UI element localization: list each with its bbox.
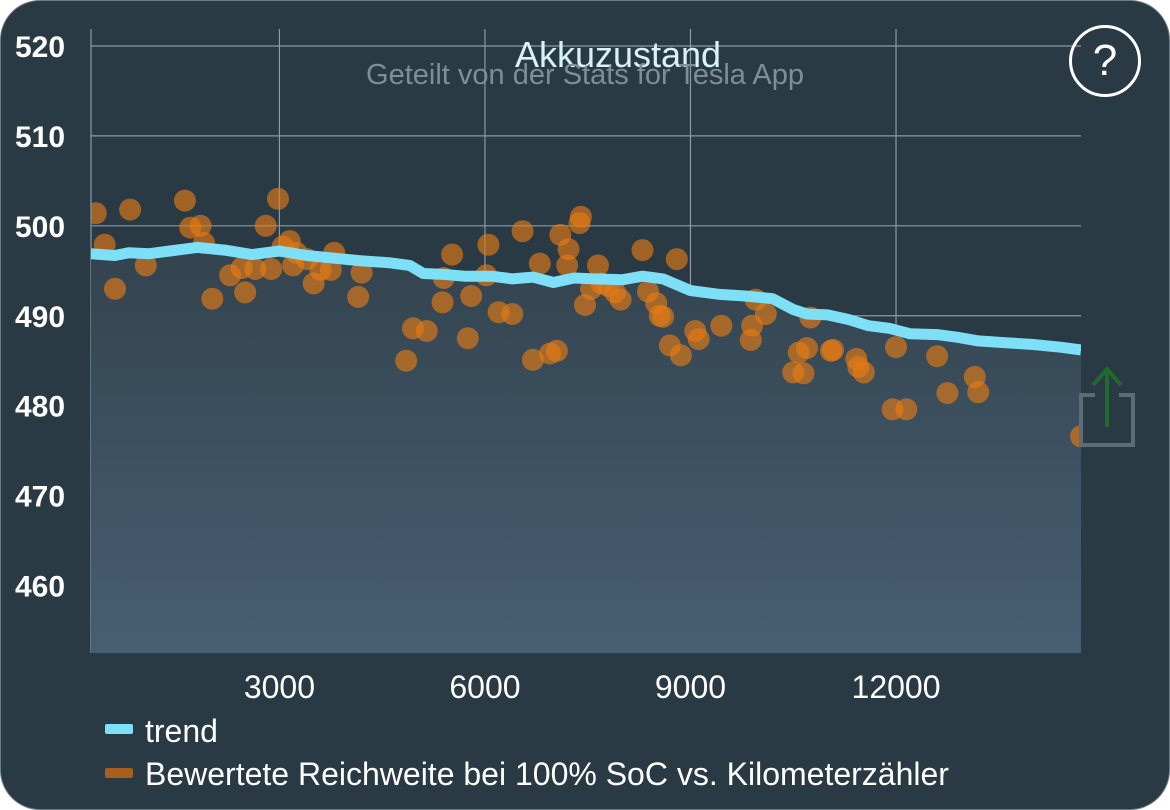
legend-swatch-points <box>105 768 133 778</box>
data-point <box>319 258 342 281</box>
data-point <box>350 261 373 284</box>
data-point <box>895 398 918 421</box>
share-icon <box>1079 365 1135 447</box>
data-point <box>852 361 875 384</box>
data-point <box>557 238 580 261</box>
data-point <box>796 337 818 360</box>
x-tick-label: 9000 <box>655 669 726 705</box>
y-tick-label: 480 <box>15 391 65 424</box>
data-point <box>477 233 500 256</box>
data-point <box>456 327 479 350</box>
data-point <box>244 258 267 280</box>
data-point <box>754 303 777 325</box>
data-point <box>201 287 224 310</box>
y-tick-label: 520 <box>15 31 65 64</box>
data-point <box>545 339 568 362</box>
data-point <box>521 348 544 371</box>
y-tick-label: 460 <box>15 571 65 604</box>
data-point <box>822 338 844 361</box>
chart-title: Akkuzustand <box>515 34 721 75</box>
help-button[interactable]: ? <box>1069 25 1141 97</box>
data-point <box>967 381 990 404</box>
y-tick-label: 490 <box>15 301 65 334</box>
y-tick-label: 470 <box>15 481 65 514</box>
chart-subtitle: Geteilt von der Stats for Tesla App <box>366 59 804 91</box>
data-point <box>926 345 949 368</box>
help-icon: ? <box>1092 36 1118 85</box>
data-point <box>347 285 370 308</box>
y-tick-label: 500 <box>15 211 65 244</box>
share-button[interactable] <box>1075 361 1139 451</box>
data-point <box>260 258 283 280</box>
data-point <box>885 336 907 359</box>
y-tick-label: 510 <box>15 121 65 154</box>
data-point <box>267 187 289 210</box>
legend-label-points: Bewertete Reichweite bei 100% SoC vs. Ki… <box>145 756 949 792</box>
data-point <box>501 303 524 325</box>
data-point <box>609 288 632 311</box>
x-tick-label: 6000 <box>449 669 520 705</box>
data-point <box>556 254 579 277</box>
data-point <box>173 189 196 212</box>
data-point <box>710 314 733 337</box>
data-point <box>631 239 654 262</box>
data-point <box>587 254 609 277</box>
data-point <box>687 328 710 351</box>
y-axis-ticks: 460 470 480 490 500 510 520 <box>15 31 65 604</box>
data-point <box>254 214 277 237</box>
data-point <box>528 252 551 275</box>
data-point <box>1070 425 1081 448</box>
x-tick-label: 3000 <box>244 669 315 705</box>
data-point <box>936 382 959 405</box>
data-point <box>652 305 675 328</box>
data-point <box>104 277 126 300</box>
data-point <box>415 320 438 342</box>
legend-swatch-trend <box>105 724 133 734</box>
data-point <box>234 281 257 304</box>
data-point <box>511 220 534 243</box>
data-point <box>91 202 107 225</box>
data-point <box>460 285 483 307</box>
legend-label-trend: trend <box>145 713 218 749</box>
data-point <box>431 291 454 314</box>
data-point <box>119 198 142 221</box>
trend-line <box>91 241 1081 356</box>
x-axis-ticks: 3000 6000 9000 12000 <box>244 669 941 705</box>
legend: trend Bewertete Reichweite bei 100% SoC … <box>105 713 949 792</box>
x-tick-label: 12000 <box>852 669 941 705</box>
data-point <box>134 254 157 277</box>
data-point <box>792 362 815 385</box>
data-point <box>669 344 692 367</box>
data-point <box>441 243 464 266</box>
data-point <box>395 349 418 372</box>
data-point <box>189 214 212 237</box>
data-point <box>569 205 592 228</box>
data-point <box>665 248 688 271</box>
